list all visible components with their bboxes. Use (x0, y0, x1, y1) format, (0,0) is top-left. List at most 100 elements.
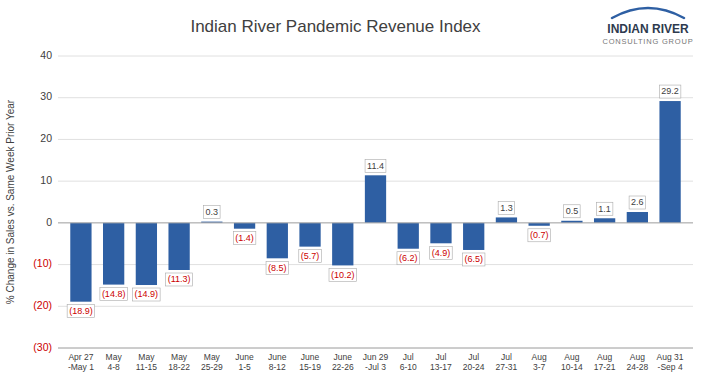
data-label-box (233, 232, 256, 245)
y-tick-label: (30) (33, 341, 52, 353)
data-label: (10.2) (331, 270, 355, 280)
data-label: (5.7) (301, 251, 320, 261)
data-label-group: (8.5) (266, 261, 289, 274)
x-tick-label: Jul27-31 (496, 352, 518, 372)
data-label: 0.3 (206, 207, 219, 217)
data-label-box (462, 253, 485, 266)
data-label: 0.5 (566, 206, 579, 216)
data-label: (8.5) (268, 263, 287, 273)
y-tick-label: 30 (40, 90, 52, 102)
bar (168, 223, 189, 270)
x-tick-label: June15-19 (299, 352, 321, 372)
data-label-group: (0.7) (528, 229, 551, 242)
data-label: (6.2) (399, 253, 418, 263)
y-tick-label: 20 (40, 132, 52, 144)
x-axis-line (58, 348, 693, 349)
bar (332, 223, 353, 266)
x-tick-label: May11-15 (136, 352, 157, 372)
data-label: 11.4 (367, 161, 384, 171)
data-label-group: 29.2 (659, 85, 681, 98)
data-label-group: (4.9) (430, 246, 453, 259)
y-tick-label: 10 (40, 174, 52, 186)
bar (594, 218, 615, 223)
grid (58, 56, 693, 348)
data-label-group: (14.8) (100, 288, 128, 301)
bar (103, 223, 124, 285)
bar (627, 212, 648, 223)
y-tick-label: (20) (33, 299, 52, 311)
data-label-box (498, 201, 515, 214)
x-tick-label: June22-26 (332, 352, 354, 372)
data-label-group: (6.5) (462, 253, 485, 266)
data-label-box (596, 202, 613, 215)
bar (365, 175, 386, 223)
logo: INDIAN RIVERCONSULTING GROUP (602, 8, 693, 46)
bar (430, 223, 451, 243)
x-tick-label: Aug24-28 (626, 352, 648, 372)
grid-line (58, 97, 693, 98)
data-label-box (430, 246, 453, 259)
x-tick-label: Aug17-21 (594, 352, 616, 372)
data-label-box (266, 261, 289, 274)
data-label-group: (1.4) (233, 232, 256, 245)
data-label-box (365, 159, 386, 172)
bar (136, 223, 157, 285)
logo-swoosh (612, 8, 684, 18)
x-tick-label: June1-5 (235, 352, 254, 372)
x-tick-label: May25-29 (201, 352, 223, 372)
data-label-box (659, 85, 681, 98)
data-label-group: 0.3 (204, 206, 221, 219)
data-label-group: (10.2) (329, 268, 357, 281)
bar (463, 223, 484, 250)
title: Indian River Pandemic Revenue Index (190, 17, 481, 36)
x-tick-label: Aug10-14 (561, 352, 583, 372)
data-label-box (397, 252, 420, 265)
y-tick-label: (10) (33, 257, 52, 269)
data-label: (1.4) (235, 233, 254, 243)
data-label-group: 0.5 (564, 205, 581, 218)
data-label-box (329, 268, 357, 281)
bars (70, 101, 680, 302)
bar (70, 223, 91, 302)
data-label: (18.9) (69, 306, 93, 316)
y-tick-label: 40 (40, 49, 52, 61)
data-label-box (100, 288, 128, 301)
bar (234, 223, 255, 229)
grid-line (58, 306, 693, 307)
data-label: 2.6 (631, 197, 644, 207)
x-tick-label: May4-8 (106, 352, 123, 372)
data-label: (14.9) (135, 289, 159, 299)
bar (267, 223, 288, 258)
chart: (30)(20)(10)010203040(18.9)(14.8)(14.9)(… (0, 0, 705, 382)
bar (496, 217, 517, 222)
x-tick-label: Aug3-7 (532, 352, 547, 372)
x-tick-label: Jun 29-Jul 3 (363, 352, 389, 372)
data-label-group: (6.2) (397, 252, 420, 265)
zero-line (58, 222, 693, 223)
x-tick-label: Apr 27-May 1 (68, 352, 94, 372)
x-tick-label: Jul13-17 (430, 352, 452, 372)
data-label: (11.3) (168, 274, 191, 284)
y-axis-label: % Change in Sales vs. Same Week Prior Ye… (5, 99, 16, 304)
data-label-group: 2.6 (629, 196, 646, 209)
data-label: 1.3 (500, 203, 513, 213)
data-label: (4.9) (432, 248, 451, 258)
data-label-group: (5.7) (299, 250, 322, 263)
data-label-group: (11.3) (166, 273, 193, 286)
data-label-box (528, 229, 551, 242)
bar (299, 223, 320, 247)
data-label-box (564, 205, 581, 218)
bar (398, 223, 419, 249)
x-tick-label: Jul20-24 (463, 352, 485, 372)
data-labels: (18.9) (14.8) (14.9) (11.3) 0.3 (1.4) (8.5) (5.… (67, 85, 681, 318)
x-tick-label: June8-12 (268, 352, 287, 372)
data-label-box (204, 206, 221, 219)
data-label: 29.2 (661, 86, 679, 96)
x-tick-label: May18-22 (168, 352, 190, 372)
grid-line (58, 222, 693, 223)
data-label-box (299, 250, 322, 263)
logo-subtext: CONSULTING GROUP (602, 37, 693, 46)
data-label-group: 1.3 (498, 201, 515, 214)
data-label-group: (18.9) (67, 305, 95, 318)
data-label-box (133, 288, 161, 301)
